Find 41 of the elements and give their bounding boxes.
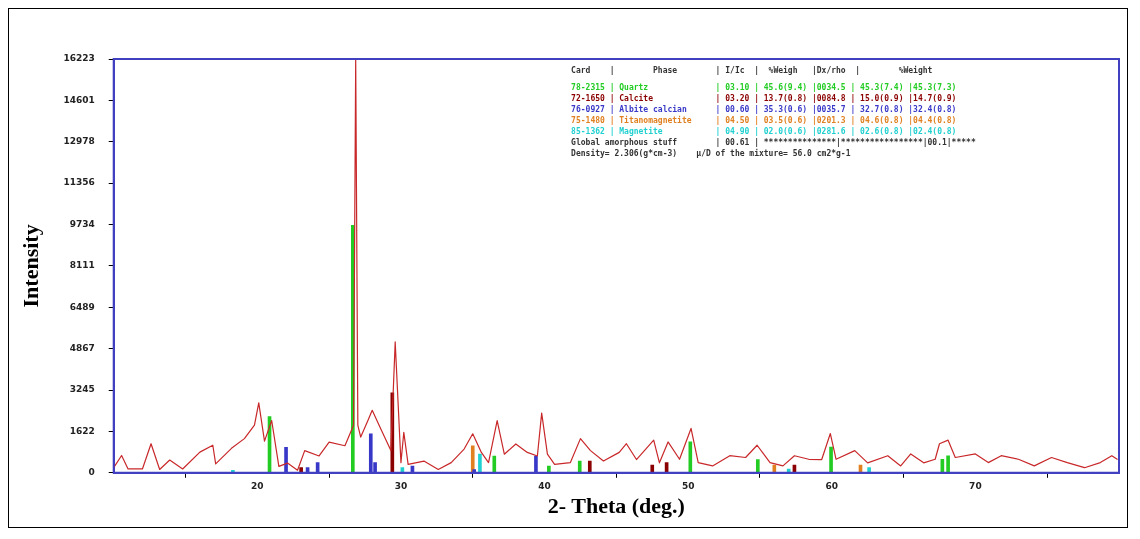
bar [478,453,482,473]
bar [772,464,777,473]
x-tick-label: 50 [681,480,695,491]
x-tick-label: 40 [538,480,551,491]
annotation: 76-0927 | Albite calcian | 00.60 | 35.3(0.6) |0035.7 | 32.7(0.8) |32.4(0.8) [571,104,957,115]
annotation: 85-1362 | Magnetite | 04.90 | 02.0(0.6) |0281.6 | 02.6(0.8) |02.4(0.8) [571,126,957,137]
bar [492,455,497,473]
x-tick-label: 20 [251,480,264,491]
y-tick-label: 8111 [69,260,95,271]
y-tick-label: 0 [88,467,95,478]
y-tick-label: 1622 [69,425,95,436]
bar [299,467,303,473]
y-tick-label: 9734 [69,218,95,229]
annotation: 72-1650 | Calcite | 03.20 | 13.7(0.8) |0084.8 | 15.0(0.9) |14.7(0.9) [571,93,957,104]
x-tick-label: 30 [394,480,408,491]
y-tick-label: 6489 [69,301,95,312]
x-tick-label: 60 [825,480,839,491]
y-tick-label: 12978 [63,136,95,147]
annotation: 75-1480 | Titanomagnetite | 04.50 | 03.5(0.6) |0201.3 | 04.6(0.8) |04.4(0.8) [571,115,957,126]
y-tick-label: 16223 [63,53,95,64]
annotation: Global amorphous stuff | 00.61 | ***************|*****************|00.1|***** [571,138,976,148]
y-tick-label: 4867 [69,343,95,353]
bar [688,441,693,473]
bar [470,445,475,473]
bar [946,455,950,473]
bar [587,460,592,473]
bar [829,446,833,473]
annotation: Card | Phase | I/Ic | %Weigh |Dx/rho | %Weight [571,65,933,76]
bar [650,464,655,473]
y-tick-label: 11356 [63,177,95,188]
y-tick-label: 3245 [69,384,95,395]
bar [867,467,871,473]
bar [547,465,551,473]
y-axis-title: Intensity [17,224,43,308]
x-tick-label: 70 [969,480,982,491]
annotation: Density= 2.306(g*cm-3) μ/D of the mixture= 56.0 cm2*g-1 [571,148,851,159]
bar [755,459,760,473]
y-tick-label: 14601 [63,94,95,105]
x-axis-title: 2- Theta (deg.) [547,493,685,519]
annotation: 78-2315 | Quartz | 03.10 | 45.6(9.4) |0034.5 | 45.3(7.4) |45.3(7.3) [571,83,957,93]
bar [577,460,582,473]
